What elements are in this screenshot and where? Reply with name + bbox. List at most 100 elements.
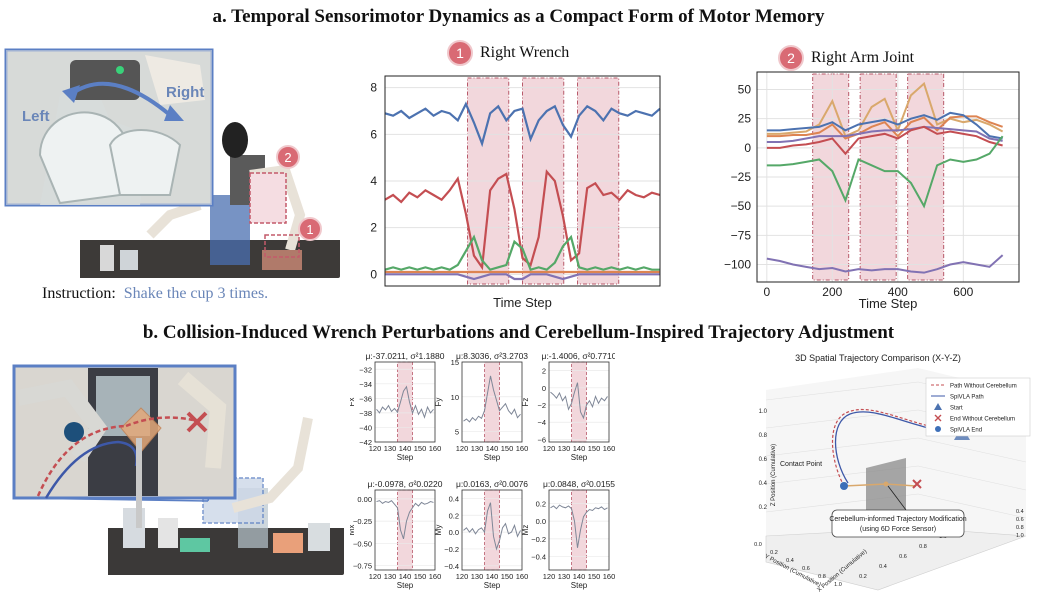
plot-frame [384, 75, 661, 287]
series-line [550, 382, 608, 420]
x-tick-label: 160 [429, 572, 442, 581]
subplot-title: μ:-1.4006, σ²0.7710 [542, 351, 615, 361]
highlight-window [571, 489, 587, 571]
y-tick-label: −0.25 [353, 517, 372, 526]
y-tick-label: −0.4 [531, 553, 546, 562]
legend-box [925, 377, 1031, 437]
y-tick-label: 8 [370, 81, 377, 95]
y-tick-label: 0.4 [786, 558, 794, 564]
right-label: Right [166, 84, 204, 101]
x-tick-label: 130 [471, 444, 484, 453]
side-tick-label: 0.4 [1016, 509, 1024, 515]
y-tick-label: −6 [537, 435, 546, 444]
series-line [463, 375, 521, 423]
y-tick-label: 0.0 [754, 542, 762, 548]
y-tick-label: −40 [359, 423, 372, 432]
subplot-Fx: μ:-37.0211, σ²1.1880 −32 −34 −36 −38 −40 −4212… [350, 351, 445, 462]
y-tick-label: −0.2 [444, 545, 459, 554]
y-tick-label: 5 [455, 428, 459, 437]
x-tick-label: 0.2 [859, 574, 867, 580]
path-without-cerebellum [831, 408, 959, 487]
x-axis-label: Step [397, 453, 414, 462]
x-tick-label: 120 [456, 572, 469, 581]
gridline [765, 381, 919, 401]
x-tick-label: 160 [603, 444, 615, 453]
section-a-title: a. Temporal Sensorimotor Dynamics as a C… [212, 6, 825, 27]
y-tick-label: 0 [744, 141, 751, 155]
x-tick-label: 150 [414, 444, 427, 453]
legend-label: Start [950, 406, 963, 412]
subplot-title: μ:-37.0211, σ²1.1880 [366, 351, 445, 361]
end-without-cerebellum-marker [912, 479, 922, 489]
gridline [765, 437, 919, 457]
x-tick-label: 150 [501, 444, 514, 453]
instruction-label: Instruction: [42, 285, 116, 302]
y-tick-label: 0.00 [357, 495, 372, 504]
annotation-line: Cerebellum-informed Trajectory Modificat… [829, 516, 966, 523]
x-tick-label: 130 [384, 444, 397, 453]
plot-frame [548, 489, 610, 571]
series-line-3 [766, 125, 1003, 143]
instruction-text: Shake the cup 3 times. [123, 285, 269, 302]
x-tick-label: 130 [558, 572, 571, 581]
x-tick-label: 120 [369, 572, 382, 581]
series-line [463, 502, 521, 551]
y-tick-label: −42 [359, 438, 372, 447]
x-tick-label: 150 [588, 572, 601, 581]
x-tick-label: 150 [414, 572, 427, 581]
y-tick-label: −4 [537, 418, 546, 427]
y-tick-label: −0.2 [531, 535, 546, 544]
legend-symbol [934, 403, 942, 410]
y-tick-label: −0.4 [444, 562, 459, 571]
y-tick-label: 6 [370, 127, 377, 141]
highlight-window [397, 361, 413, 443]
series-line [376, 385, 434, 419]
x-tick-label: 160 [603, 572, 615, 581]
series-line-5 [766, 135, 1004, 209]
spivla-end-marker [840, 482, 848, 490]
x-tick-label: 0.6 [899, 554, 907, 560]
robot-photo-a: Left Right 2 1 [0, 45, 340, 278]
z-tick-label: 1.0 [759, 409, 768, 415]
y-tick-label: 10 [451, 393, 459, 402]
y-tick-label: 2 [370, 221, 377, 235]
legend-label: SpiVLA End [950, 428, 982, 434]
x-tick-label: 130 [558, 444, 571, 453]
side-tick-label: 0.6 [1016, 517, 1024, 523]
y-tick-label: 0.2 [449, 511, 459, 520]
y-axis-label: My [434, 525, 443, 536]
z-axis-label: Z Position (Cumulative) [771, 444, 777, 506]
y-axis-label: Fy [434, 398, 443, 407]
contact-point-marker [883, 481, 889, 487]
series-line-2 [766, 111, 1003, 140]
y-tick-label: −34 [359, 380, 372, 389]
side-tick-label: 0.8 [1016, 525, 1024, 531]
subplot-Mx: μ:-0.0978, σ²0.0220 0.00 −0.25 −0.50 −0.7512… [350, 479, 443, 590]
subplot-title: μ:0.0848, σ²0.0155 [543, 479, 615, 489]
x-axis-label: Step [571, 453, 588, 462]
x-tick-label: 120 [543, 572, 556, 581]
y-tick-label: 1.0 [834, 582, 842, 588]
z-tick-label: 0.6 [759, 457, 768, 463]
section-b-title: b. Collision-Induced Wrench Perturbation… [142, 322, 895, 343]
y-tick-label: −36 [359, 394, 372, 403]
subplot-title: μ:-0.0978, σ²0.0220 [368, 479, 443, 489]
subplot-title: μ:0.0163, σ²0.0076 [456, 479, 528, 489]
plot-frame [548, 361, 610, 443]
photo-badge-1: 1 [306, 222, 313, 237]
legend-label: SpiVLA Path [950, 395, 984, 401]
legend-symbol [935, 426, 941, 432]
gridline [917, 437, 1027, 463]
side-tick-label: 1.0 [1016, 533, 1024, 539]
x-tick-label: 120 [456, 444, 469, 453]
plot-frame [461, 489, 523, 571]
x-axis-label: Time Step [493, 295, 552, 310]
y-tick-label: −0.75 [353, 562, 372, 571]
z-tick-label: 0.4 [759, 481, 768, 487]
robot-photo-b [8, 358, 344, 575]
y-tick-label: 0.6 [802, 566, 810, 572]
annotation-leader [887, 485, 907, 511]
plot-frame [374, 361, 436, 443]
